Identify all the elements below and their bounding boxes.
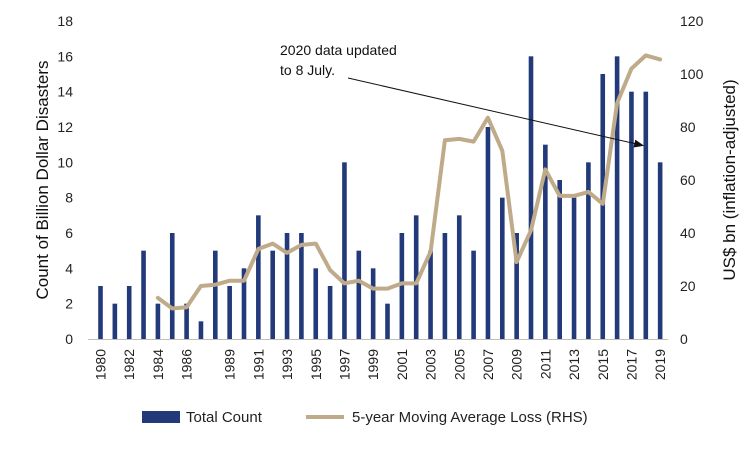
x-tick-1999: 1999 <box>365 349 381 380</box>
bar-1991 <box>256 215 261 339</box>
bar-1988 <box>213 250 218 339</box>
bar-1992 <box>270 250 275 339</box>
bar-1996 <box>327 286 333 339</box>
y-left-tick-14: 14 <box>57 84 73 100</box>
bar-2015 <box>600 74 606 339</box>
bar-1981 <box>112 303 118 339</box>
bar-1995 <box>313 268 319 339</box>
bar-2019 <box>657 162 663 339</box>
y-right-tick-80: 80 <box>680 119 696 135</box>
x-tick-2013: 2013 <box>566 349 582 380</box>
x-tick-1997: 1997 <box>336 349 352 380</box>
legend-label-moving-average: 5-year Moving Average Loss (RHS) <box>352 409 588 426</box>
x-tick-1991: 1991 <box>250 349 266 380</box>
bar-2012 <box>557 180 562 339</box>
y-left-tick-0: 0 <box>65 331 73 347</box>
bar-2010 <box>528 56 534 339</box>
axis-layer: 0 2 4 6 8 10 12 14 16 18 0 20 40 60 80 100 120 1980 1982 19… <box>33 13 739 380</box>
bar-2000 <box>385 303 390 339</box>
y-left-axis-title: Count of Billion Dollar Disasters <box>33 60 52 299</box>
x-tick-1986: 1986 <box>179 349 195 380</box>
y-left-tick-4: 4 <box>65 260 73 276</box>
annotation-line-2: to 8 July. <box>280 62 335 78</box>
x-tick-1980: 1980 <box>93 349 109 380</box>
legend-label-total-count: Total Count <box>186 409 263 426</box>
x-tick-2017: 2017 <box>623 349 639 380</box>
y-left-tick-8: 8 <box>65 190 73 206</box>
bar-1999 <box>370 268 376 339</box>
y-left-tick-6: 6 <box>65 225 73 241</box>
y-right-tick-20: 20 <box>680 278 696 294</box>
bar-1982 <box>126 286 132 339</box>
bar-1984 <box>155 303 161 339</box>
bar-1998 <box>356 250 362 339</box>
bar-1980 <box>98 286 103 339</box>
bar-2006 <box>471 250 476 339</box>
moving-average-line <box>155 53 663 311</box>
bar-1989 <box>227 286 232 339</box>
annotation-layer: 2020 data updated to 8 July. <box>280 42 645 148</box>
x-tick-2009: 2009 <box>509 349 525 380</box>
bar-1983 <box>141 250 146 339</box>
legend-swatch-total-count <box>142 411 180 423</box>
line-layer <box>155 53 663 311</box>
bar-2011 <box>543 144 548 339</box>
bar-2008 <box>500 197 505 339</box>
bar-1997 <box>342 162 347 339</box>
annotation-arrow <box>347 77 645 148</box>
bar-2014 <box>586 162 591 339</box>
x-tick-2011: 2011 <box>537 349 553 379</box>
bar-1990 <box>241 268 247 339</box>
bar-2009 <box>514 233 519 339</box>
bar-2004 <box>442 233 448 339</box>
y-right-tick-100: 100 <box>680 66 704 82</box>
bar-1987 <box>198 321 204 339</box>
bar-1986 <box>184 303 189 339</box>
bar-2007 <box>485 127 491 339</box>
y-left-tick-12: 12 <box>57 119 73 135</box>
x-tick-2019: 2019 <box>652 349 668 380</box>
bar-2013 <box>571 197 577 339</box>
annotation-line-1: 2020 data updated <box>280 42 397 58</box>
x-tick-1982: 1982 <box>121 349 137 380</box>
bar-2001 <box>399 233 405 339</box>
y-left-tick-18: 18 <box>57 13 73 29</box>
x-tick-2003: 2003 <box>423 349 439 380</box>
x-tick-2015: 2015 <box>595 349 611 380</box>
legend: Total Count 5-year Moving Average Loss (R… <box>142 409 588 426</box>
x-tick-1995: 1995 <box>308 349 324 380</box>
bar-1985 <box>169 233 175 339</box>
y-left-tick-10: 10 <box>57 154 73 170</box>
y-right-tick-0: 0 <box>680 331 688 347</box>
bar-2002 <box>413 215 419 339</box>
y-right-axis-title: US$ bn (inflation-adjusted) <box>720 79 739 280</box>
bar-1994 <box>299 233 304 339</box>
x-tick-1984: 1984 <box>150 349 166 380</box>
y-right-tick-60: 60 <box>680 172 696 188</box>
bars-layer <box>98 56 663 340</box>
bar-2016 <box>614 56 620 339</box>
bar-2017 <box>629 91 634 340</box>
y-left-tick-2: 2 <box>65 296 73 312</box>
bar-1993 <box>284 233 290 339</box>
x-tick-2007: 2007 <box>480 349 496 380</box>
x-tick-1989: 1989 <box>222 349 238 380</box>
bar-2018 <box>643 91 649 340</box>
bar-2003 <box>428 250 433 339</box>
bar-2005 <box>456 215 462 339</box>
x-tick-1993: 1993 <box>279 349 295 380</box>
y-left-tick-16: 16 <box>57 48 73 64</box>
x-tick-2001: 2001 <box>394 349 410 380</box>
y-right-tick-40: 40 <box>680 225 696 241</box>
x-tick-2005: 2005 <box>451 349 467 380</box>
y-right-tick-120: 120 <box>680 13 704 29</box>
